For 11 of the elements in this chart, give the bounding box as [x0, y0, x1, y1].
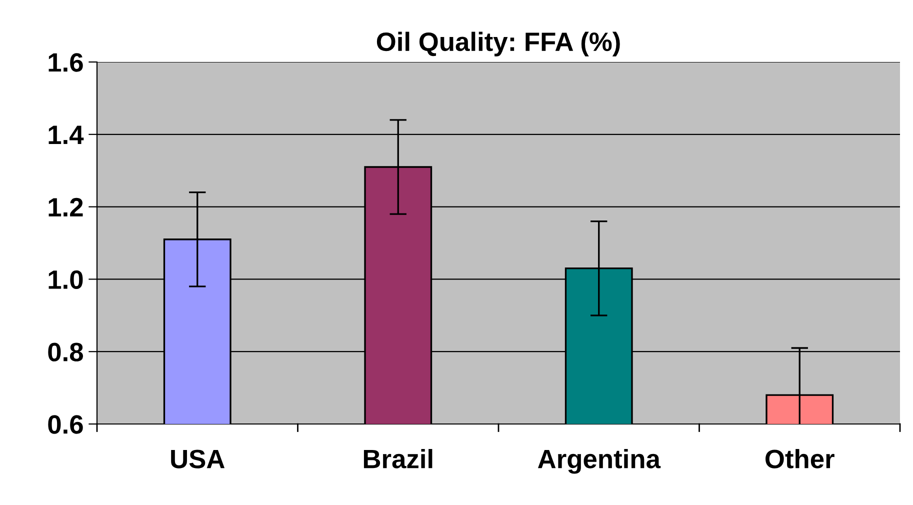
x-tick-label: Argentina — [538, 449, 661, 474]
y-tick-label: 0.8 — [48, 342, 83, 362]
chart-title: Oil Quality: FFA (%) — [376, 32, 620, 56]
y-tick-label: 0.6 — [48, 415, 83, 434]
x-tick-label: Brazil — [364, 449, 432, 468]
x-tick-label: Other — [766, 449, 834, 468]
x-tick-label: USA — [171, 450, 225, 468]
y-tick-label: 1.6 — [48, 53, 83, 72]
y-tick-label: 1.2 — [48, 198, 83, 216]
y-tick-label: 1.0 — [48, 270, 83, 290]
y-tick-label: 1.4 — [48, 126, 84, 144]
